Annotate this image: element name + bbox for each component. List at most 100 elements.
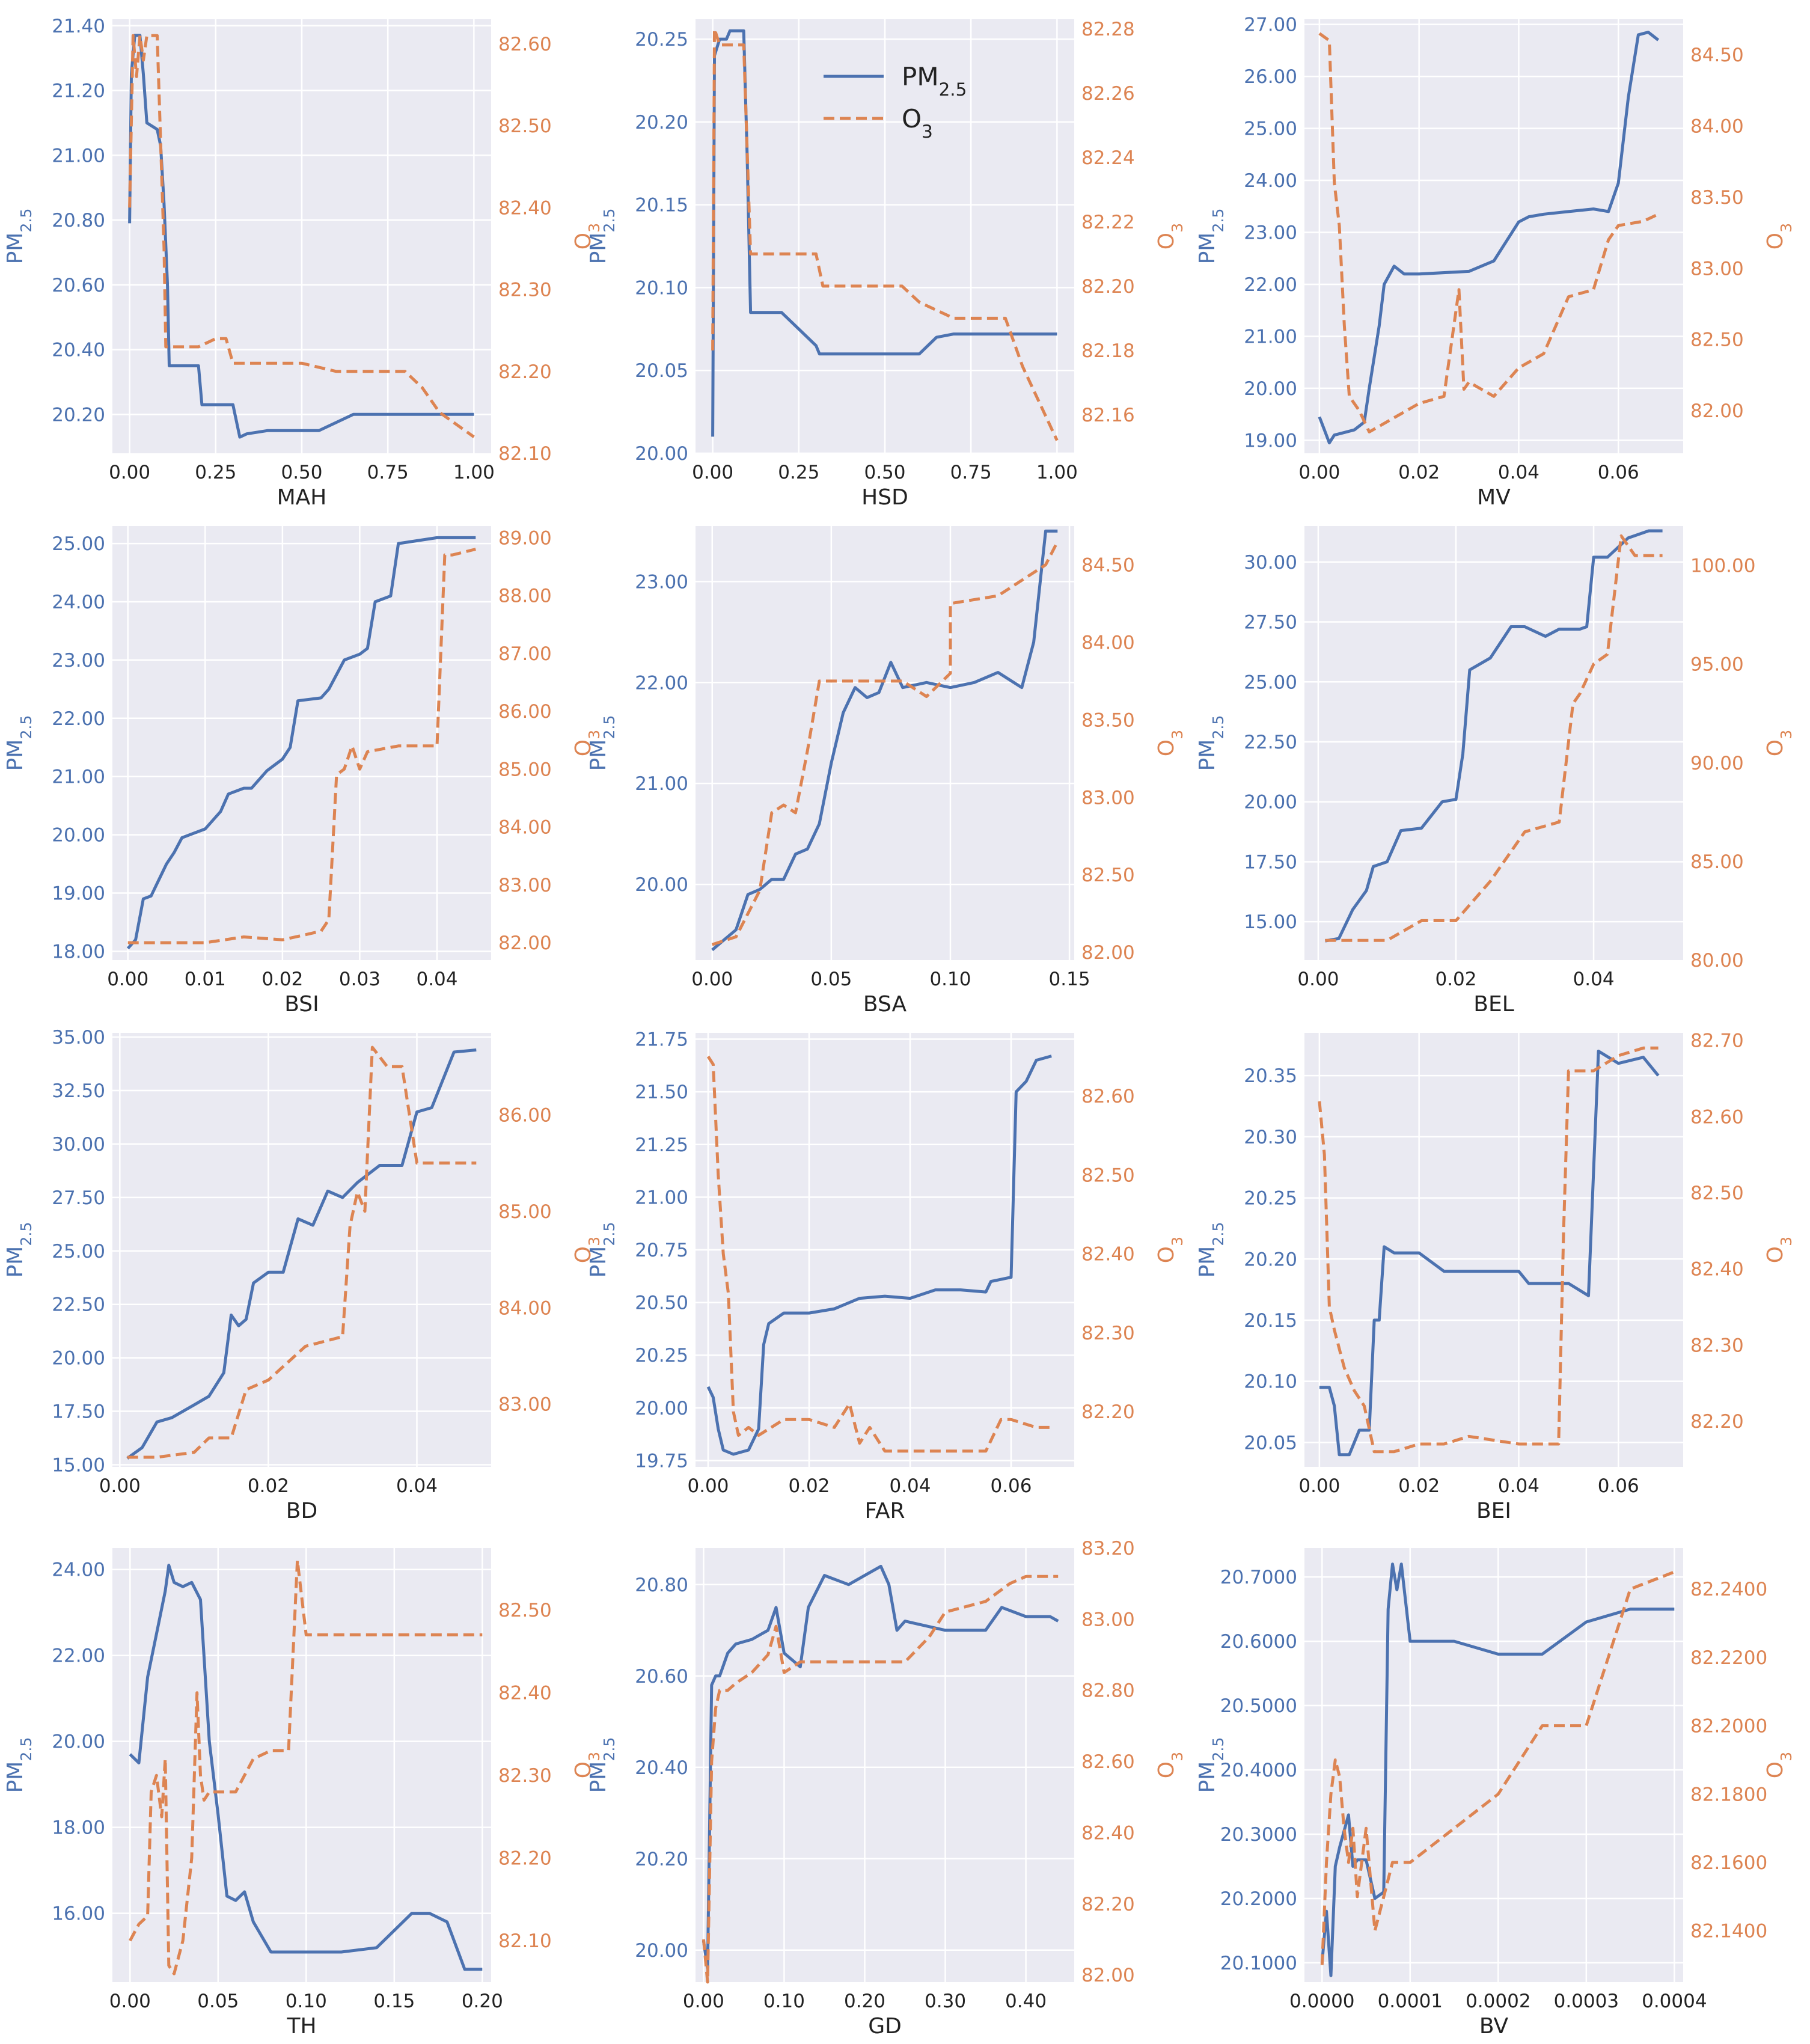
legend-o3-label: O3: [902, 104, 933, 142]
left-tick-label: 20.40: [52, 340, 105, 361]
x-tick-label: 0.04: [889, 1475, 931, 1497]
right-axis-label: O3: [1154, 730, 1186, 756]
left-tick-label: 20.20: [635, 112, 688, 133]
o3-series-line: [1320, 1570, 1675, 1965]
x-tick-label: 0.04: [396, 1475, 438, 1497]
right-tick-label: 82.50: [1081, 1164, 1135, 1186]
left-tick-label: 15.00: [1244, 911, 1297, 933]
x-tick-label: 0.15: [373, 1990, 415, 2012]
right-tick-label: 82.1400: [1690, 1921, 1767, 1942]
left-tick-label: 35.00: [52, 1027, 105, 1048]
x-axis-label: BEI: [1476, 1499, 1511, 1523]
x-tick-label: 0.00: [107, 968, 148, 990]
left-tick-label: 20.60: [635, 1666, 688, 1688]
x-tick-label: 0.0001: [1378, 1990, 1443, 2012]
left-tick-label: 22.50: [1244, 732, 1297, 753]
left-tick-label: 20.60: [52, 275, 105, 296]
right-tick-label: 83.00: [1081, 1609, 1135, 1630]
legend-pm25-label: PM2.5: [902, 62, 967, 100]
left-tick-label: 20.75: [635, 1240, 688, 1261]
left-tick-label: 25.00: [1244, 672, 1297, 693]
x-tick-label: 0.40: [1005, 1990, 1047, 2012]
left-axis-label: PM2.5: [1195, 1222, 1227, 1278]
left-tick-label: 20.35: [1244, 1065, 1297, 1087]
x-tick-label: 0.15: [1049, 968, 1090, 990]
left-tick-label: 21.20: [52, 81, 105, 102]
left-axis-label: PM2.5: [1195, 1737, 1227, 1793]
left-tick-label: 23.00: [635, 571, 688, 593]
right-tick-label: 82.70: [1690, 1030, 1744, 1052]
plot-area: [1304, 1033, 1683, 1467]
right-tick-label: 84.50: [1081, 554, 1135, 576]
x-tick-label: 0.04: [416, 968, 457, 990]
left-tick-label: 21.00: [635, 773, 688, 795]
right-tick-label: 83.00: [498, 1394, 552, 1416]
x-tick-label: 0.05: [197, 1990, 239, 2012]
subplot-mah: 0.00 0.25 0.50 0.75 1.00 20.20 20.40 20.60 20.80…: [3, 16, 603, 510]
pm25-series-line: [129, 1564, 483, 1971]
subplot-bel: 0.00 0.02 0.04 15.00 17.50 20.00 22.50 25.00 27.…: [1195, 526, 1795, 1017]
right-tick-label: 82.28: [1081, 19, 1135, 40]
right-tick-label: 80.00: [1690, 950, 1744, 972]
right-tick-label: 82.20: [1081, 1894, 1135, 1915]
right-tick-label: 89.00: [498, 527, 552, 549]
right-tick-label: 82.16: [1081, 405, 1135, 426]
left-tick-label: 21.00: [1244, 326, 1297, 347]
o3-series-line: [702, 1574, 1059, 1984]
right-tick-label: 82.2400: [1690, 1579, 1767, 1600]
right-tick-label: 86.00: [498, 701, 552, 723]
right-tick-label: 82.30: [1081, 1323, 1135, 1344]
x-tick-label: 1.00: [1036, 462, 1078, 483]
right-axis-label: O3: [1154, 1237, 1186, 1263]
left-tick-label: 27.50: [1244, 612, 1297, 634]
left-tick-label: 20.50: [635, 1293, 688, 1314]
right-axis-label: O3: [1763, 1237, 1795, 1263]
left-tick-label: 20.00: [52, 1348, 105, 1369]
left-tick-label: 20.80: [52, 210, 105, 231]
right-axis-label: O3: [571, 730, 603, 756]
left-tick-label: 20.25: [1244, 1188, 1297, 1210]
subplot-mv: 0.00 0.02 0.04 0.06 19.00 20.00 21.00 22.00 23.0…: [1195, 14, 1795, 510]
x-axis-label: BSI: [284, 992, 319, 1017]
left-tick-label: 20.30: [1244, 1127, 1297, 1148]
x-tick-label: 1.00: [453, 462, 495, 483]
o3-series-line: [128, 34, 475, 438]
x-tick-label: 0.00: [1297, 968, 1339, 990]
x-tick-label: 0.00: [99, 1475, 141, 1497]
left-axis-label: PM2.5: [3, 715, 35, 771]
x-tick-label: 0.75: [950, 462, 992, 483]
left-tick-label: 20.00: [1244, 792, 1297, 813]
x-tick-label: 0.02: [261, 968, 303, 990]
left-tick-label: 25.00: [1244, 118, 1297, 140]
right-tick-label: 82.50: [1690, 329, 1744, 351]
left-tick-label: 20.6000: [1220, 1631, 1297, 1653]
x-tick-label: 0.05: [810, 968, 852, 990]
o3-series-line: [127, 1045, 477, 1459]
x-tick-label: 0.02: [248, 1475, 289, 1497]
right-tick-label: 85.00: [1690, 851, 1744, 873]
x-tick-label: 0.75: [367, 462, 409, 483]
x-tick-label: 0.03: [339, 968, 381, 990]
right-tick-label: 82.26: [1081, 83, 1135, 105]
right-tick-label: 82.20: [498, 361, 552, 383]
left-tick-label: 21.00: [52, 145, 105, 167]
subplot-bsi: 0.00 0.01 0.02 0.03 0.04 18.00 19.00 20.00 21.00…: [3, 526, 603, 1017]
x-tick-label: 0.02: [1398, 462, 1440, 483]
left-tick-label: 32.50: [52, 1080, 105, 1102]
left-tick-label: 20.5000: [1220, 1695, 1297, 1717]
right-tick-label: 82.20: [1081, 1401, 1135, 1423]
right-tick-label: 84.00: [1081, 632, 1135, 653]
o3-series-line: [706, 1056, 1052, 1453]
right-tick-label: 82.20: [498, 1848, 552, 1870]
right-tick-label: 82.30: [1690, 1335, 1744, 1356]
right-tick-label: 82.40: [1081, 1244, 1135, 1265]
right-tick-label: 100.00: [1690, 555, 1755, 577]
right-tick-label: 82.2000: [1690, 1716, 1767, 1737]
x-axis-label: BD: [286, 1499, 317, 1523]
x-axis-label: BSA: [863, 992, 907, 1017]
left-tick-label: 20.25: [635, 29, 688, 50]
pm25-series-line: [702, 1564, 1059, 1970]
right-tick-label: 88.00: [498, 586, 552, 607]
left-tick-label: 20.10: [635, 277, 688, 299]
